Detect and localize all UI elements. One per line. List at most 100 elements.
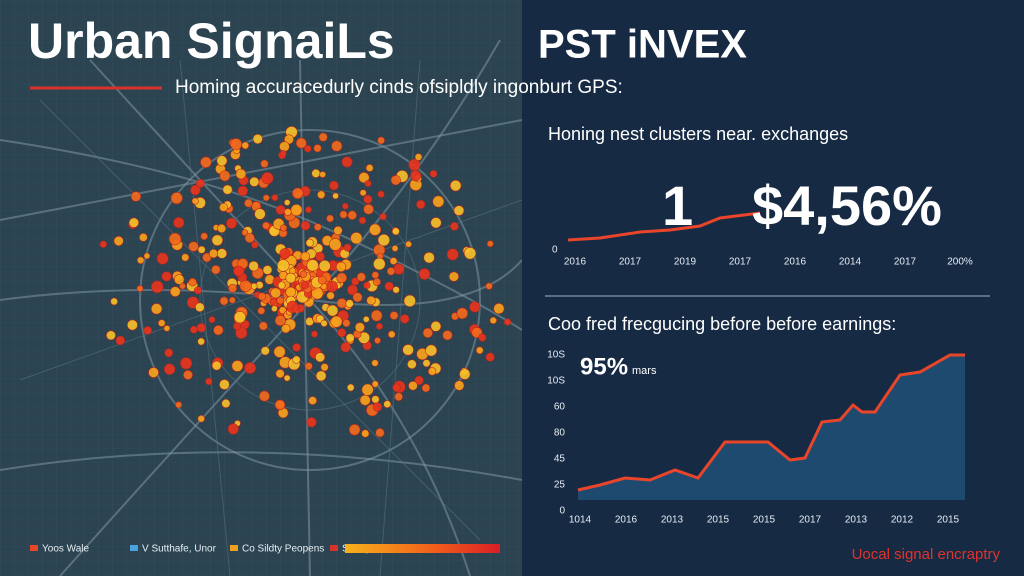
- signal-dot: [503, 318, 512, 326]
- signal-dot: [359, 189, 367, 197]
- signal-dot: [392, 286, 400, 294]
- title: Urban SignaiLs: [28, 13, 395, 69]
- x-label: 2013: [661, 515, 684, 526]
- signal-dot: [233, 265, 245, 277]
- signal-dot: [237, 185, 249, 197]
- signal-dot: [422, 359, 431, 368]
- signal-dot: [292, 187, 304, 200]
- signal-dot: [363, 203, 374, 215]
- signal-dot: [217, 223, 227, 234]
- signal-dot: [274, 399, 286, 411]
- signal-dot: [197, 245, 206, 254]
- signal-dot: [195, 178, 205, 188]
- signal-dot: [379, 213, 387, 221]
- signal-dot: [261, 172, 274, 185]
- signal-dot: [200, 156, 212, 169]
- signal-dot: [197, 337, 206, 346]
- signal-dot: [318, 259, 331, 272]
- signal-dot: [377, 233, 391, 247]
- legend-swatch: [230, 545, 238, 551]
- signal-dot: [286, 300, 299, 314]
- signal-dot: [358, 216, 367, 225]
- signal-dot: [258, 390, 270, 402]
- signal-dot: [346, 383, 355, 392]
- x-label: 2017: [894, 257, 917, 268]
- signal-dot: [403, 294, 416, 308]
- signal-dot: [348, 424, 361, 436]
- y-label: 45: [554, 454, 566, 465]
- signal-dot: [432, 195, 445, 208]
- signal-dot: [213, 325, 224, 336]
- signal-dot: [99, 240, 108, 248]
- signal-dot: [156, 252, 169, 265]
- big-value: $4,56%: [752, 174, 942, 237]
- signal-dot: [341, 156, 353, 168]
- signal-dot: [241, 141, 250, 150]
- x-label: 200%: [947, 257, 973, 268]
- signal-dot: [394, 392, 403, 402]
- signal-dot: [299, 270, 308, 278]
- signal-dot: [469, 301, 481, 313]
- signal-dot: [326, 291, 335, 300]
- y-label: 10S: [547, 376, 565, 387]
- signal-dot: [489, 316, 497, 325]
- signal-dot: [354, 322, 365, 333]
- signal-dot: [113, 235, 124, 247]
- signal-dot: [371, 359, 379, 367]
- signal-dot: [283, 199, 291, 206]
- signal-dot: [340, 342, 351, 353]
- signal-dot: [300, 220, 311, 231]
- signal-dot: [326, 214, 334, 223]
- signal-dot: [304, 144, 312, 153]
- signal-dot: [211, 264, 221, 275]
- signal-dot: [252, 133, 263, 145]
- signal-dot: [374, 337, 381, 344]
- signal-dot: [485, 282, 493, 290]
- signal-dot: [345, 333, 355, 343]
- legend-label: V Sutthafe, Unor: [142, 544, 217, 555]
- y-label: 25: [554, 480, 566, 491]
- signal-dot: [352, 292, 363, 303]
- signal-dot: [260, 159, 269, 168]
- signal-dot: [270, 287, 282, 299]
- signal-dot: [195, 302, 205, 313]
- signal-dot: [373, 257, 386, 271]
- signal-dot: [251, 241, 259, 249]
- signal-dot: [173, 274, 185, 285]
- signal-dot: [493, 303, 505, 315]
- signal-dot: [391, 227, 400, 236]
- signal-dot: [216, 155, 228, 167]
- signal-dot: [273, 345, 286, 358]
- signal-dot: [115, 335, 126, 346]
- signal-dot: [377, 136, 385, 145]
- signal-dot: [391, 245, 399, 252]
- signal-dot: [228, 283, 238, 293]
- signal-dot: [408, 380, 418, 391]
- x-label: 2017: [729, 257, 752, 268]
- signal-dot: [450, 222, 459, 231]
- signal-dot: [306, 417, 317, 428]
- y-label: 10S: [547, 350, 565, 361]
- signal-dot: [306, 259, 319, 272]
- x-label: 2015: [937, 515, 960, 526]
- x-label: 2017: [619, 257, 642, 268]
- signal-dot: [190, 184, 201, 196]
- signal-dot: [262, 265, 273, 275]
- signal-dot: [448, 271, 460, 282]
- signal-dot: [163, 363, 176, 375]
- legend-label: Yoos Wale: [42, 544, 90, 555]
- heat-scale: [345, 544, 500, 553]
- signal-dot: [226, 217, 238, 229]
- signal-dot: [416, 199, 426, 209]
- signal-dot: [414, 153, 423, 161]
- signal-dot: [275, 368, 285, 379]
- title-suffix: PST iNVEX: [538, 23, 747, 67]
- signal-dot: [311, 330, 318, 338]
- signal-dot: [221, 398, 231, 409]
- signal-dot: [304, 362, 313, 371]
- signal-dot: [330, 315, 343, 328]
- signal-dot: [442, 330, 453, 341]
- signal-dot: [173, 217, 185, 229]
- signal-dot: [337, 328, 347, 338]
- signal-dot: [295, 137, 307, 149]
